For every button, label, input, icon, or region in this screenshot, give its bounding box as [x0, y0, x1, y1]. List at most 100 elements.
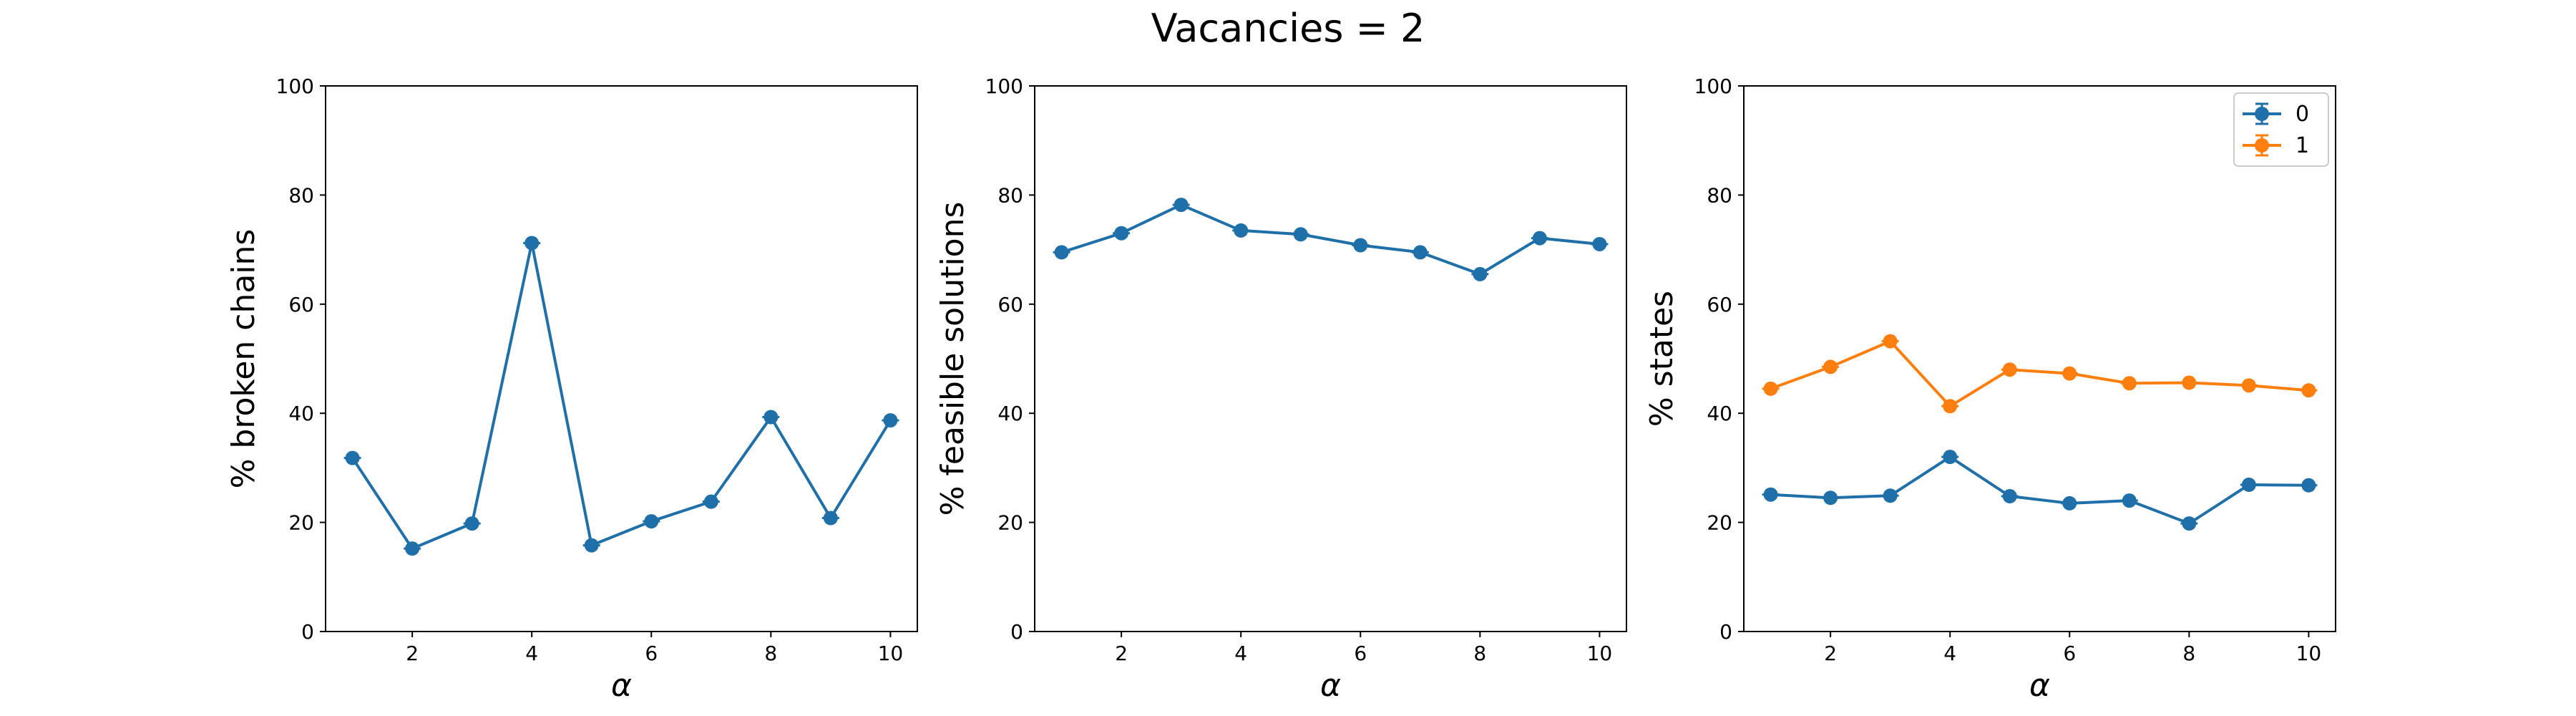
x-tick-label: 2 — [1115, 642, 1128, 665]
legend: 01 — [2233, 92, 2329, 167]
data-point — [2241, 378, 2256, 393]
y-tick-label: 0 — [1010, 620, 1023, 644]
y-tick-label: 20 — [997, 511, 1023, 535]
y-tick-label: 40 — [997, 402, 1023, 425]
data-point — [2062, 495, 2077, 511]
data-point — [1883, 334, 1898, 349]
data-point — [1054, 245, 1069, 260]
series-line — [351, 241, 892, 551]
y-axis-label: % broken chains — [225, 229, 262, 489]
y-tick-label: 60 — [997, 293, 1023, 316]
y-tick-label: 100 — [276, 74, 314, 98]
y-tick-label: 40 — [1707, 402, 1732, 425]
y-tick-label: 80 — [997, 183, 1023, 207]
y-axis-label: % states — [1644, 291, 1680, 427]
data-point — [1353, 238, 1368, 253]
data-point — [464, 516, 479, 531]
legend-label: 1 — [2296, 133, 2309, 158]
data-point — [763, 410, 779, 425]
data-point — [1473, 266, 1488, 281]
legend-item-1: 1 — [2243, 133, 2309, 158]
x-tick-label: 6 — [1354, 642, 1367, 665]
series-0 — [1053, 198, 1609, 281]
data-point — [2122, 493, 2137, 508]
x-tick-label: 4 — [525, 642, 538, 665]
x-axis-label: α — [611, 667, 632, 704]
y-tick-label: 0 — [1719, 620, 1732, 644]
x-tick-label: 10 — [1587, 642, 1613, 665]
data-point — [1592, 236, 1607, 251]
y-tick-label: 20 — [1707, 511, 1732, 535]
data-point — [644, 514, 659, 529]
x-tick-label: 8 — [2182, 642, 2195, 665]
x-tick-label: 6 — [645, 642, 658, 665]
data-point — [2122, 376, 2137, 391]
data-point — [1114, 226, 1129, 241]
legend-frame — [2233, 92, 2329, 167]
y-tick-label: 20 — [288, 511, 314, 535]
legend-item-0: 0 — [2243, 102, 2309, 127]
data-point — [2182, 516, 2197, 531]
data-point — [1943, 399, 1958, 414]
data-point — [823, 511, 838, 526]
x-tick-label: 4 — [1943, 642, 1956, 665]
legend-label: 0 — [2296, 102, 2309, 127]
x-tick-label: 2 — [1824, 642, 1837, 665]
plot-area — [1743, 85, 2336, 632]
y-tick-label: 0 — [301, 620, 314, 644]
legend-marker — [2255, 107, 2269, 121]
x-tick-label: 10 — [878, 642, 904, 665]
data-point — [1823, 359, 1838, 374]
y-tick-label: 40 — [288, 402, 314, 425]
series-line — [1770, 455, 2309, 526]
data-point — [2241, 478, 2256, 493]
figure-title: Vacancies = 2 — [1151, 6, 1425, 51]
data-point — [2301, 478, 2316, 493]
plot-area — [1034, 85, 1627, 632]
data-point — [703, 494, 718, 509]
y-tick-label: 100 — [1694, 74, 1732, 98]
y-tick-label: 60 — [288, 293, 314, 316]
data-point — [1943, 450, 1958, 465]
data-point — [1293, 227, 1308, 242]
plot-area — [325, 85, 918, 632]
x-tick-label: 10 — [2296, 642, 2322, 665]
series-0 — [343, 236, 899, 556]
data-point — [1763, 487, 1778, 502]
data-point — [2182, 375, 2197, 390]
data-point — [1234, 223, 1249, 238]
data-point — [1174, 198, 1189, 213]
data-point — [345, 450, 360, 465]
data-point — [2002, 362, 2017, 377]
data-point — [2062, 366, 2077, 381]
x-tick-label: 2 — [406, 642, 419, 665]
data-point — [2002, 489, 2017, 504]
series-0 — [1762, 450, 2318, 531]
x-tick-label: 8 — [1473, 642, 1486, 665]
y-tick-label: 80 — [1707, 183, 1732, 207]
data-point — [1532, 231, 1547, 246]
x-axis-label: α — [2029, 667, 2050, 704]
data-point — [1883, 488, 1898, 503]
data-point — [584, 538, 599, 553]
legend-marker — [2255, 138, 2269, 153]
y-tick-label: 100 — [985, 74, 1023, 98]
x-tick-label: 4 — [1234, 642, 1247, 665]
data-point — [1763, 381, 1778, 396]
data-point — [525, 236, 540, 251]
y-axis-label: % feasible solutions — [935, 202, 971, 516]
data-point — [2301, 383, 2316, 398]
data-point — [1413, 245, 1428, 260]
x-axis-label: α — [1320, 667, 1341, 704]
data-point — [405, 541, 420, 556]
series-1 — [1762, 334, 2318, 414]
data-point — [1823, 490, 1838, 505]
y-tick-label: 60 — [1707, 293, 1732, 316]
y-tick-label: 80 — [288, 183, 314, 207]
series-line — [1060, 203, 1600, 276]
x-tick-label: 6 — [2063, 642, 2076, 665]
